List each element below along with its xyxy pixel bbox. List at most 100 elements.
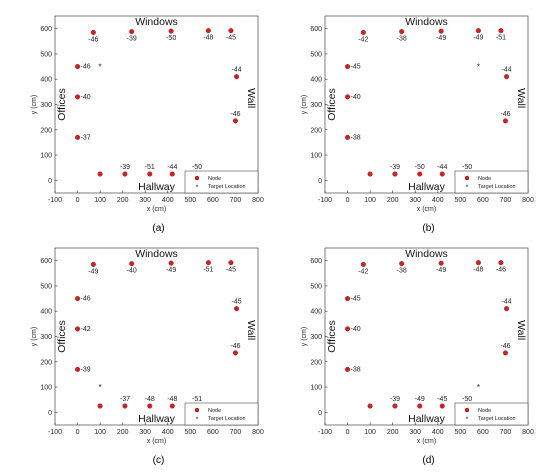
plot-frame (324, 247, 529, 426)
node-point (169, 403, 175, 409)
node-point (147, 171, 153, 177)
node-rssi-label: -46 (88, 36, 98, 43)
x-tick-label: 600 (477, 429, 489, 436)
node-rssi-label: -42 (358, 36, 368, 43)
node-point (417, 403, 423, 409)
y-tick-label: 500 (40, 283, 52, 290)
node-point (399, 261, 405, 267)
node-point (439, 171, 445, 177)
panel-caption: (c) (153, 455, 165, 466)
x-axis-label: x (cm) (417, 206, 436, 213)
node-rssi-label: -44 (232, 67, 242, 74)
node-rssi-label: -40 (351, 326, 361, 333)
x-tick-label: 700 (230, 429, 242, 436)
legend-box (454, 402, 529, 426)
node-point (168, 28, 174, 34)
node-rssi-label: -40 (81, 94, 91, 101)
node-point (75, 326, 81, 332)
node-rssi-label: -44 (502, 299, 512, 306)
legend-target-label: Target Location (208, 416, 246, 422)
y-tick-label: 0 (318, 410, 322, 417)
y-tick-label: 500 (310, 51, 322, 58)
node-point (345, 134, 351, 140)
node-point (504, 74, 510, 80)
x-tick-label: 700 (500, 429, 512, 436)
node-rssi-label: -45 (351, 296, 361, 303)
y-tick-label: 100 (310, 385, 322, 392)
y-tick-label: 200 (40, 127, 52, 134)
legend-node-marker (194, 407, 200, 413)
x-tick-label: 300 (139, 197, 151, 204)
legend-node-label: Node (208, 408, 221, 414)
node-rssi-label: -48 (473, 267, 483, 274)
x-tick-label: 300 (409, 197, 421, 204)
legend-node-marker (464, 407, 470, 413)
node-point (75, 366, 81, 372)
y-tick-label: 500 (40, 51, 52, 58)
side-label-top: Windows (405, 248, 448, 260)
node-point (97, 171, 103, 177)
y-tick-label: 500 (310, 283, 322, 290)
legend-target-label: Target Location (478, 416, 516, 422)
target-marker: * (99, 383, 102, 392)
chart-panel-a: -100 0 100 200 300 400 500 600 700 800 0 100 200 300 4… (31, 15, 264, 234)
panel-caption: (a) (152, 223, 164, 234)
x-tick-label: 200 (117, 197, 129, 204)
target-marker: * (477, 383, 480, 392)
node-rssi-label: -48 (145, 396, 155, 403)
node-rssi-label: -39 (81, 366, 91, 373)
node-point (345, 64, 351, 70)
x-tick-label: 0 (346, 429, 350, 436)
legend-box (184, 402, 259, 426)
node-point (439, 403, 445, 409)
node-rssi-label: -39 (127, 36, 137, 43)
node-rssi-label: -46 (500, 343, 510, 350)
target-marker: * (99, 63, 102, 72)
chart-panel-c: -100 0 100 200 300 400 500 600 700 800 0 100 200 300 4… (31, 247, 264, 466)
node-point (168, 260, 174, 266)
node-rssi-label: -49 (415, 396, 425, 403)
side-label-left: Offices (326, 320, 338, 352)
node-point (234, 306, 240, 312)
node-rssi-label: -42 (358, 268, 368, 275)
node-point (399, 29, 405, 35)
x-tick-label: 600 (207, 429, 219, 436)
node-point (367, 171, 373, 177)
y-tick-label: 300 (40, 334, 52, 341)
chart-panel-b: -100 0 100 200 300 400 500 600 700 800 0 100 200 300 4… (301, 15, 534, 234)
node-rssi-label: -45 (226, 267, 236, 274)
y-tick-label: 300 (310, 334, 322, 341)
legend-node-marker (194, 175, 200, 181)
x-tick-label: 100 (94, 197, 106, 204)
side-label-left: Offices (326, 88, 338, 120)
x-tick-label: 300 (409, 429, 421, 436)
node-point (232, 350, 238, 356)
node-point (438, 28, 444, 34)
x-tick-label: 300 (139, 429, 151, 436)
node-rssi-label: -46 (81, 64, 91, 71)
legend-box (184, 170, 259, 194)
node-point (97, 403, 103, 409)
side-label-top: Windows (405, 16, 448, 28)
chart-panel-d: -100 0 100 200 300 400 500 600 700 800 0 100 200 300 4… (301, 247, 534, 466)
node-point (504, 306, 510, 312)
y-tick-label: 100 (40, 153, 52, 160)
x-tick-label: 400 (432, 197, 444, 204)
plot-frame (54, 15, 259, 194)
node-rssi-label: -39 (390, 396, 400, 403)
legend: Node * Target Location (184, 170, 259, 194)
target-marker: * (477, 63, 480, 72)
y-tick-label: 0 (48, 178, 52, 185)
y-tick-label: 100 (310, 153, 322, 160)
node-point (345, 326, 351, 332)
legend-node-label: Node (478, 408, 491, 414)
side-label-top: Windows (135, 16, 178, 28)
side-label-left: Offices (56, 320, 68, 352)
node-point (75, 94, 81, 100)
y-tick-label: 100 (40, 385, 52, 392)
side-label-bottom: Hallway (138, 413, 176, 425)
y-tick-label: 600 (40, 26, 52, 33)
side-label-right: Wall (515, 88, 527, 108)
node-point (75, 134, 81, 140)
